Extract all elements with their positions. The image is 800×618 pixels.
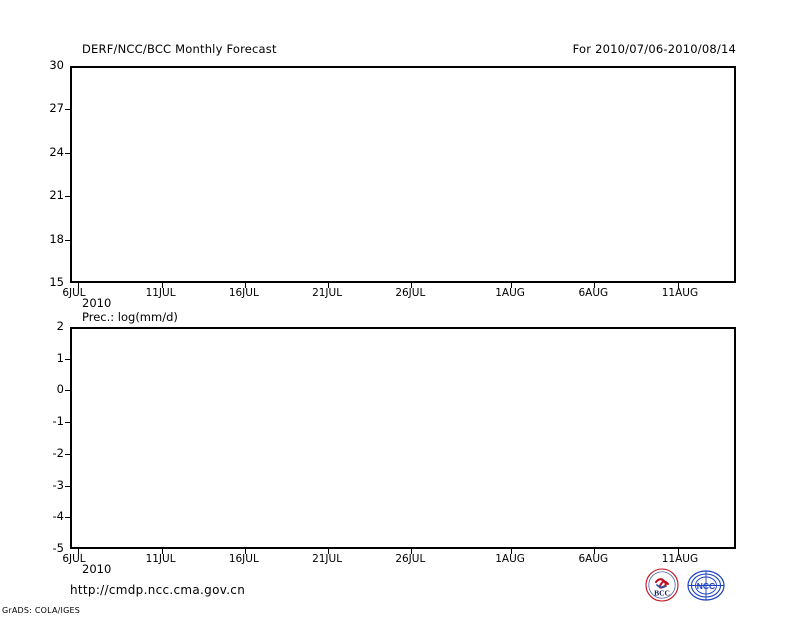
temperature-year-label: 2010 (82, 296, 112, 310)
x-tick-label: 26JUL (395, 553, 426, 565)
x-tick-label: 16JUL (228, 553, 259, 565)
y-tick-label: -5 (52, 541, 64, 555)
header-forecast-range: For 2010/07/06-2010/08/14 (572, 42, 736, 56)
x-tick-label: 11JUL (145, 287, 176, 299)
x-tick-label: 16JUL (228, 287, 259, 299)
ncc-logo: NCC (687, 568, 725, 602)
x-tickmark (161, 549, 163, 554)
x-tickmark (594, 283, 596, 288)
precipitation-chart-panel (70, 327, 736, 549)
x-tick-label: 11JUL (145, 553, 176, 565)
x-tick-label: 26JUL (395, 287, 426, 299)
x-tickmark (244, 283, 246, 288)
svg-text:NCC: NCC (697, 581, 715, 591)
y-tick-label: -3 (52, 477, 64, 492)
y-tickmark (65, 517, 70, 519)
x-tickmark (244, 549, 246, 554)
x-tickmark (677, 283, 679, 288)
precipitation-panel-title: Prec.: log(mm/d) (82, 310, 178, 324)
x-tickmark (511, 549, 513, 554)
x-tickmark (328, 549, 330, 554)
x-tick-label: 6JUL (62, 553, 86, 565)
precipitation-year-label: 2010 (82, 562, 112, 576)
x-tick-label: 21JUL (312, 287, 343, 299)
temperature-plot-frame (70, 66, 736, 283)
y-tick-label: -2 (52, 445, 64, 460)
y-tickmark (65, 196, 70, 198)
x-tickmark (411, 549, 413, 554)
header-title: DERF/NCC/BCC Monthly Forecast (82, 42, 277, 56)
logo-group: BCC NCC (645, 568, 755, 602)
x-tick-label: 6JUL (62, 287, 86, 299)
x-tick-label: 11AUG (661, 553, 699, 565)
y-tick-label: 30 (49, 58, 64, 72)
y-tick-label: 2 (56, 319, 64, 333)
y-tick-label: 1 (56, 350, 64, 365)
y-tick-label: 24 (49, 144, 64, 159)
precipitation-plot-frame (70, 327, 736, 549)
x-tickmark (677, 549, 679, 554)
x-tick-label: 6AUG (578, 553, 609, 565)
y-tick-label: 15 (49, 275, 64, 289)
y-tick-label: -4 (52, 509, 64, 524)
x-tick-label: 11AUG (661, 287, 699, 299)
x-tick-label: 6AUG (578, 287, 609, 299)
x-tickmark (328, 283, 330, 288)
y-tick-label: 21 (49, 188, 64, 203)
y-tickmark (65, 422, 70, 424)
grads-credit: GrADS: COLA/IGES (2, 606, 81, 615)
x-tickmark (78, 549, 80, 554)
x-tickmark (411, 283, 413, 288)
y-tick-label: 27 (49, 101, 64, 116)
x-tick-label: 1AUG (495, 553, 525, 565)
svg-text:BCC: BCC (654, 589, 670, 598)
x-tickmark (78, 283, 80, 288)
y-tick-label: 18 (49, 231, 64, 246)
y-tickmark (65, 453, 70, 455)
y-tickmark (65, 390, 70, 392)
y-tick-label: -1 (52, 414, 64, 429)
y-tickmark (65, 358, 70, 360)
y-tickmark (65, 152, 70, 154)
x-tick-label: 1AUG (495, 287, 525, 299)
y-tickmark (65, 109, 70, 111)
x-tickmark (511, 283, 513, 288)
y-tickmark (65, 485, 70, 487)
x-tickmark (161, 283, 163, 288)
x-tickmark (594, 549, 596, 554)
y-tick-label: 0 (56, 382, 64, 397)
temperature-chart-panel (70, 66, 736, 283)
source-url[interactable]: http://cmdp.ncc.cma.gov.cn (70, 583, 246, 597)
y-tickmark (65, 239, 70, 241)
x-tick-label: 21JUL (312, 553, 343, 565)
bcc-logo: BCC (645, 568, 679, 602)
